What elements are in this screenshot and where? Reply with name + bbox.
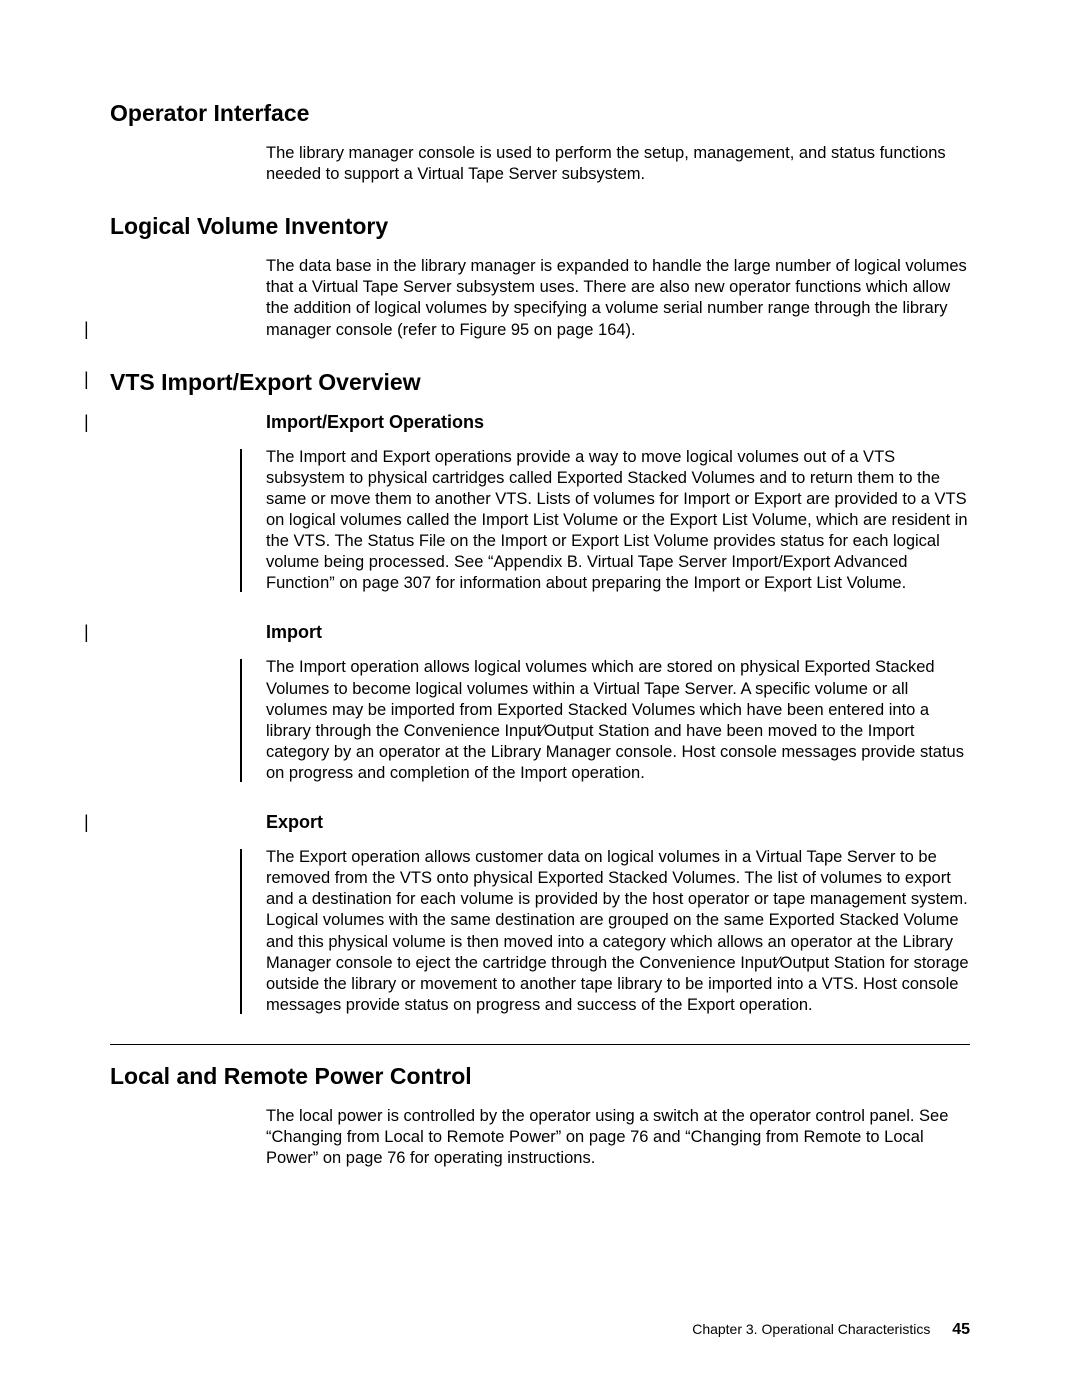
para-import-export-operations-text: The Import and Export operations provide…	[266, 448, 968, 593]
subheading-import-export-operations-text: Import/Export Operations	[266, 412, 484, 432]
page-footer: Chapter 3. Operational Characteristics 4…	[692, 1321, 970, 1339]
heading-vts-import-export: | VTS Import/Export Overview	[110, 369, 970, 396]
revision-bar-icon	[240, 849, 242, 1014]
heading-vts-import-export-text: VTS Import/Export Overview	[110, 369, 421, 395]
subheading-import-export-operations: | Import/Export Operations	[266, 412, 970, 433]
para-local-remote-power: The local power is controlled by the ope…	[266, 1106, 970, 1169]
revision-bar-icon	[240, 659, 242, 782]
subheading-import: | Import	[266, 622, 970, 643]
revision-bar-icon	[240, 449, 242, 593]
para-import-text: The Import operation allows logical volu…	[266, 658, 964, 782]
footer-page-number: 45	[952, 1321, 970, 1338]
revision-bar-icon: |	[84, 622, 89, 643]
subheading-export-text: Export	[266, 812, 323, 832]
para-logical-volume-inventory-text: The data base in the library manager is …	[266, 257, 967, 338]
heading-logical-volume-inventory: Logical Volume Inventory	[110, 213, 970, 240]
revision-bar-icon: |	[84, 369, 89, 390]
para-export: The Export operation allows customer dat…	[266, 847, 970, 1016]
heading-operator-interface: Operator Interface	[110, 100, 970, 127]
subheading-export: | Export	[266, 812, 970, 833]
para-logical-volume-inventory: | The data base in the library manager i…	[266, 256, 970, 340]
revision-bar-icon: |	[84, 812, 89, 833]
footer-chapter: Chapter 3. Operational Characteristics	[692, 1321, 930, 1337]
para-operator-interface: The library manager console is used to p…	[266, 143, 970, 185]
revision-bar-icon: |	[84, 318, 89, 341]
subheading-import-text: Import	[266, 622, 322, 642]
revision-bar-icon: |	[84, 412, 89, 433]
para-import: The Import operation allows logical volu…	[266, 657, 970, 784]
para-import-export-operations: The Import and Export operations provide…	[266, 447, 970, 595]
para-export-text: The Export operation allows customer dat…	[266, 848, 969, 1014]
heading-local-remote-power: Local and Remote Power Control	[110, 1063, 970, 1090]
section-divider	[110, 1044, 970, 1045]
